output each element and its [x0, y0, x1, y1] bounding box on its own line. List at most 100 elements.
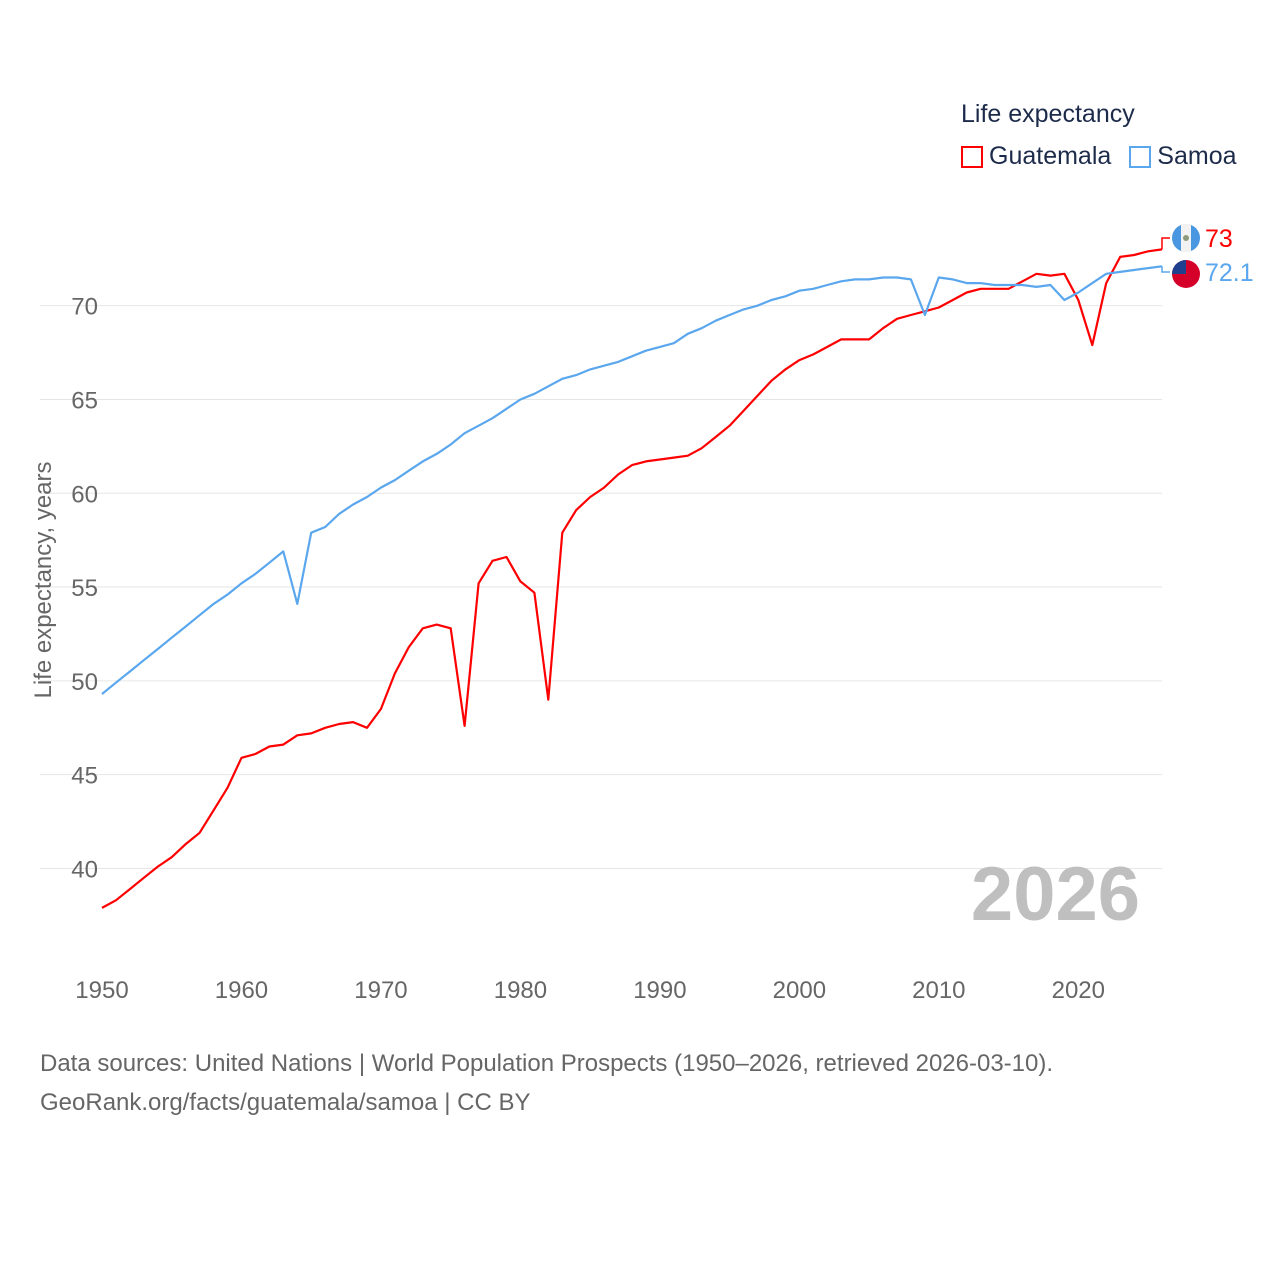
- data-point-samoa: [727, 312, 733, 318]
- data-point-samoa: [127, 668, 133, 674]
- data-point-guatemala: [238, 755, 244, 761]
- data-point-samoa: [685, 331, 691, 337]
- end-connector-guatemala: [1161, 237, 1170, 250]
- data-point-guatemala: [727, 423, 733, 429]
- data-point-samoa: [755, 303, 761, 309]
- legend-title: Life expectancy: [961, 100, 1135, 128]
- data-point-samoa: [643, 348, 649, 354]
- data-point-guatemala: [796, 357, 802, 363]
- source-link[interactable]: GeoRank.org/facts/guatemala/samoa | CC B…: [40, 1089, 531, 1116]
- data-point-samoa: [587, 366, 593, 372]
- data-point-samoa: [420, 458, 426, 464]
- data-point-guatemala: [699, 445, 705, 451]
- x-tick-label: 2020: [1052, 977, 1105, 1004]
- data-point-samoa: [503, 406, 509, 412]
- data-point-samoa: [211, 601, 217, 607]
- data-point-guatemala: [113, 897, 119, 903]
- data-point-samoa: [1033, 284, 1039, 290]
- data-point-samoa: [350, 502, 356, 508]
- data-point-guatemala: [434, 622, 440, 628]
- data-point-samoa: [866, 276, 872, 282]
- legend-label-samoa[interactable]: Samoa: [1157, 142, 1237, 170]
- x-tick-label: 1990: [633, 977, 686, 1004]
- data-point-samoa: [434, 451, 440, 457]
- legend-swatch-guatemala[interactable]: [961, 145, 983, 168]
- data-point-guatemala: [420, 625, 426, 631]
- data-point-samoa: [266, 560, 272, 566]
- data-point-samoa: [252, 571, 258, 577]
- data-point-guatemala: [503, 554, 509, 560]
- data-point-guatemala: [336, 721, 342, 727]
- data-point-samoa: [1145, 265, 1151, 271]
- data-point-samoa: [322, 524, 328, 530]
- end-connector-samoa: [1161, 266, 1170, 273]
- data-point-samoa: [1006, 282, 1012, 288]
- data-point-guatemala: [406, 644, 412, 650]
- y-tick-label: 55: [71, 575, 98, 602]
- series-line-samoa: [101, 265, 1163, 695]
- data-point-samoa: [978, 280, 984, 286]
- year-watermark: 2026: [971, 852, 1140, 937]
- data-point-guatemala: [1145, 248, 1151, 254]
- data-point-samoa: [796, 288, 802, 294]
- data-point-samoa: [810, 286, 816, 292]
- data-point-guatemala: [741, 408, 747, 414]
- data-point-samoa: [490, 415, 496, 421]
- data-point-guatemala: [141, 875, 147, 881]
- y-tick-label: 60: [71, 481, 98, 508]
- data-point-guatemala: [531, 590, 537, 596]
- data-point-guatemala: [364, 725, 370, 731]
- data-point-guatemala: [1033, 271, 1039, 277]
- data-point-guatemala: [615, 471, 621, 477]
- data-point-guatemala: [183, 841, 189, 847]
- data-point-guatemala: [852, 336, 858, 342]
- data-point-guatemala: [1089, 342, 1095, 348]
- data-point-guatemala: [1117, 254, 1123, 260]
- data-point-guatemala: [978, 286, 984, 292]
- data-point-samoa: [197, 612, 203, 618]
- x-tick-label: 2000: [773, 977, 826, 1004]
- x-tick-label: 1950: [75, 977, 128, 1004]
- data-point-samoa: [1020, 282, 1026, 288]
- data-point-samoa: [657, 344, 663, 350]
- data-point-samoa: [1047, 282, 1053, 288]
- y-tick-label: 50: [71, 669, 98, 696]
- data-point-samoa: [238, 580, 244, 586]
- data-point-guatemala: [252, 751, 258, 757]
- data-point-samoa: [601, 363, 607, 369]
- y-axis-title: Life expectancy, years: [30, 461, 57, 698]
- data-point-samoa: [824, 282, 830, 288]
- data-point-guatemala: [671, 455, 677, 461]
- data-point-samoa: [517, 396, 523, 402]
- data-point-samoa: [545, 383, 551, 389]
- data-point-guatemala: [448, 625, 454, 631]
- data-point-samoa: [936, 275, 942, 281]
- data-point-samoa: [852, 276, 858, 282]
- data-point-samoa: [378, 485, 384, 491]
- y-tick-label: 40: [71, 856, 98, 883]
- data-point-guatemala: [573, 507, 579, 513]
- guatemala-flag-emblem: [1183, 235, 1189, 241]
- data-point-guatemala: [545, 697, 551, 703]
- data-source-text: Data sources: United Nations | World Pop…: [40, 1050, 1054, 1077]
- data-point-guatemala: [169, 854, 175, 860]
- data-point-guatemala: [350, 719, 356, 725]
- data-point-guatemala: [824, 344, 830, 350]
- x-tick-label: 1960: [215, 977, 268, 1004]
- data-point-samoa: [406, 468, 412, 474]
- x-tick-label: 2010: [912, 977, 965, 1004]
- data-point-samoa: [992, 282, 998, 288]
- data-point-guatemala: [713, 434, 719, 440]
- legend-label-guatemala[interactable]: Guatemala: [989, 142, 1112, 170]
- legend-swatch-samoa[interactable]: [1129, 145, 1152, 168]
- data-point-samoa: [476, 423, 482, 429]
- data-point-guatemala: [587, 494, 593, 500]
- data-point-guatemala: [964, 290, 970, 296]
- data-point-guatemala: [225, 785, 231, 791]
- data-point-guatemala: [99, 905, 105, 911]
- data-point-guatemala: [782, 366, 788, 372]
- data-point-guatemala: [908, 312, 914, 318]
- data-point-samoa: [1075, 290, 1081, 296]
